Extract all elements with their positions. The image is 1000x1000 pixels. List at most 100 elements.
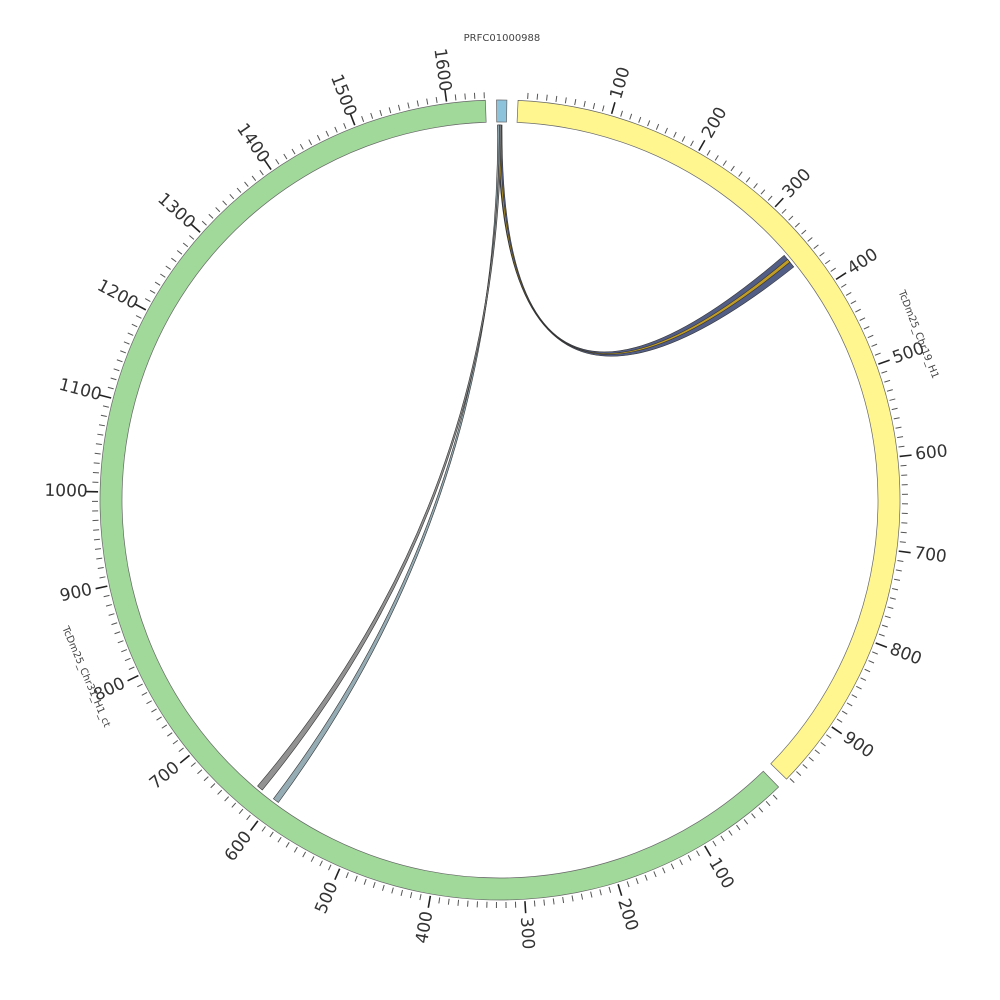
- minor-tick: [789, 778, 795, 783]
- tick-label: 800: [887, 639, 924, 669]
- minor-tick: [583, 100, 586, 107]
- minor-tick: [743, 819, 749, 825]
- minor-tick: [141, 692, 148, 696]
- tick-label: 1400: [232, 120, 273, 167]
- minor-tick: [820, 741, 826, 747]
- minor-tick: [391, 887, 394, 894]
- minor-tick: [900, 464, 907, 467]
- minor-tick: [859, 317, 866, 321]
- minor-tick: [845, 292, 852, 296]
- minor-tick: [696, 850, 700, 857]
- minor-tick: [343, 122, 347, 129]
- tick-label: 900: [58, 580, 94, 606]
- minor-tick: [363, 878, 367, 885]
- minor-tick: [275, 158, 280, 165]
- tick-label: 300: [779, 165, 816, 202]
- minor-tick: [146, 700, 152, 705]
- major-tick: [774, 197, 784, 208]
- minor-tick: [397, 104, 401, 111]
- minor-tick: [846, 702, 853, 707]
- major-tick: [524, 901, 527, 914]
- minor-tick: [291, 148, 296, 155]
- minor-tick: [543, 899, 546, 906]
- minor-tick: [156, 716, 162, 721]
- tick-label: 900: [839, 728, 877, 763]
- minor-tick: [94, 452, 101, 455]
- minor-tick: [144, 298, 151, 302]
- minor-tick: [889, 597, 896, 600]
- major-tick: [610, 102, 616, 115]
- minor-tick: [95, 443, 102, 446]
- minor-tick: [208, 213, 214, 219]
- minor-tick: [269, 831, 274, 838]
- tick-label: 1600: [429, 47, 455, 93]
- segment-label: TcDm25_Chr19_H1: [895, 288, 940, 381]
- minor-tick: [97, 433, 104, 436]
- minor-tick: [131, 323, 138, 328]
- minor-tick: [259, 169, 264, 176]
- minor-tick: [571, 895, 574, 902]
- minor-tick: [285, 842, 290, 848]
- major-tick: [444, 89, 448, 102]
- minor-tick: [160, 273, 166, 278]
- minor-tick: [886, 389, 893, 392]
- minor-tick: [898, 445, 905, 448]
- minor-tick: [236, 187, 242, 193]
- tick-label: 500: [311, 879, 342, 917]
- minor-tick: [261, 826, 266, 832]
- minor-tick: [283, 153, 288, 160]
- minor-tick: [897, 436, 904, 439]
- minor-tick: [840, 283, 847, 288]
- minor-tick: [113, 368, 120, 372]
- minor-tick: [454, 94, 457, 101]
- minor-tick: [867, 334, 874, 339]
- minor-tick: [102, 405, 109, 408]
- tick-label: 1000: [44, 481, 88, 502]
- minor-tick: [197, 769, 203, 775]
- minor-tick: [203, 776, 209, 782]
- segment: [516, 100, 901, 780]
- minor-tick: [887, 606, 894, 610]
- minor-tick: [416, 100, 419, 107]
- minor-tick: [599, 889, 602, 896]
- minor-tick: [224, 796, 230, 802]
- minor-tick: [647, 120, 651, 127]
- minor-tick: [165, 265, 171, 270]
- minor-tick: [564, 97, 567, 104]
- minor-tick: [457, 899, 460, 906]
- major-tick: [249, 820, 259, 831]
- minor-tick: [316, 134, 321, 141]
- minor-tick: [620, 110, 623, 117]
- minor-tick: [137, 683, 143, 688]
- tick-label: 1200: [94, 276, 142, 314]
- minor-tick: [121, 649, 128, 653]
- minor-tick: [664, 127, 668, 134]
- minor-tick: [884, 615, 891, 619]
- link: [498, 124, 791, 355]
- minor-tick: [447, 898, 450, 905]
- major-tick: [698, 139, 706, 152]
- minor-tick: [751, 813, 756, 819]
- minor-tick: [97, 566, 104, 569]
- minor-tick: [105, 604, 112, 607]
- minor-tick: [372, 881, 376, 888]
- minor-tick: [662, 867, 666, 874]
- minor-tick: [217, 789, 223, 795]
- minor-tick: [706, 150, 711, 156]
- minor-tick: [536, 93, 539, 100]
- minor-tick: [889, 398, 896, 401]
- minor-tick: [100, 414, 107, 417]
- major-tick: [704, 845, 712, 857]
- segment: [99, 99, 780, 901]
- major-tick: [334, 868, 341, 880]
- minor-tick: [108, 613, 115, 616]
- minor-tick: [124, 657, 131, 662]
- minor-tick: [580, 893, 584, 900]
- minor-tick: [807, 237, 813, 242]
- minor-tick: [407, 102, 410, 109]
- minor-tick: [167, 732, 173, 737]
- minor-tick: [334, 126, 338, 133]
- minor-tick: [562, 897, 565, 904]
- minor-tick: [673, 131, 677, 138]
